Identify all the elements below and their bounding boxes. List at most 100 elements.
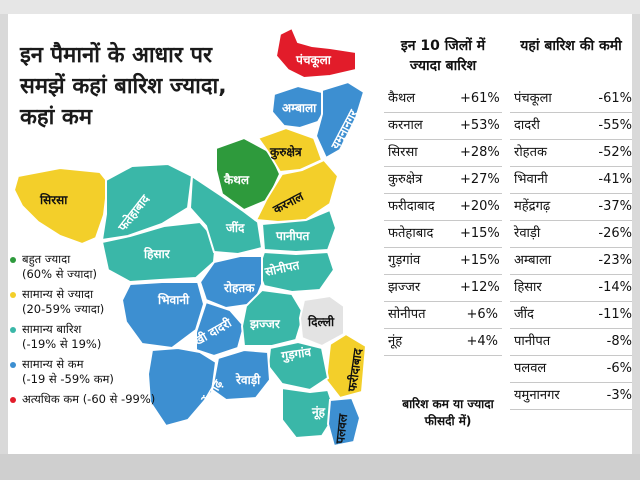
rain-value: +15%: [460, 226, 500, 241]
district-name: सोनीपत: [388, 307, 426, 322]
rain-value: -3%: [606, 388, 632, 403]
district-name: रेवाड़ी: [514, 226, 541, 241]
district-name: करनाल: [388, 118, 423, 133]
label-ambala: अम्बाला: [282, 101, 317, 115]
table-row: गुड़गांव +15%: [384, 248, 502, 275]
label-panipat: पानीपत: [275, 229, 311, 243]
table-row: रोहतक -52%: [510, 140, 632, 167]
label-hisar: हिसार: [143, 247, 171, 261]
rain-value: -52%: [598, 145, 632, 160]
rain-value: +12%: [460, 280, 500, 295]
table-row: नूंह +4%: [384, 329, 502, 356]
map-legend: बहुत ज्यादा (60% से ज्यादा) सामान्य से ज…: [10, 252, 210, 412]
legend-item: सामान्य से कम (-19 से -59% कम): [10, 357, 210, 387]
table-high-rows: कैथल +61% करनाल +53% सिरसा +28% कुरुक्षेत्र…: [384, 86, 502, 356]
district-name: पंचकूला: [514, 91, 552, 106]
rain-value: +53%: [460, 118, 500, 133]
rain-value: -26%: [598, 226, 632, 241]
rain-value: +15%: [460, 253, 500, 268]
rain-value: -37%: [598, 199, 632, 214]
legend-label: सामान्य बारिश: [22, 322, 82, 336]
table-row: महेंद्रगढ़ -37%: [510, 194, 632, 221]
table-high-heading: इन 10 जिलों में ज्यादा बारिश: [400, 38, 486, 74]
bottom-strip: [0, 454, 640, 480]
district-mahendragarh: [146, 346, 218, 428]
legend-sub: (20-59% ज्यादा): [22, 302, 105, 316]
legend-sub: (-19 से -59% कम): [22, 372, 114, 386]
district-name: फरीदाबाद: [388, 199, 435, 214]
top-strip: [0, 0, 640, 14]
district-bhiwani: [120, 281, 206, 350]
legend-sub: (60% से ज्यादा): [22, 267, 97, 281]
district-name: यमुनानगर: [514, 388, 560, 403]
label-jind: जींद: [225, 220, 245, 235]
legend-dot-samanya-se-kam: [10, 361, 16, 368]
rain-value: -23%: [598, 253, 632, 268]
label-faridabad: फरीदाबाद: [345, 347, 365, 393]
rain-value: -6%: [606, 361, 632, 376]
rain-value: -41%: [598, 172, 632, 187]
label-panchkula: पंचकूला: [295, 53, 332, 68]
legend-dot-samanya: [10, 326, 16, 333]
page-title: इन पैमानों के आधार पर समझें कहां बारिश ज…: [20, 43, 227, 130]
district-name: झज्जर: [388, 280, 421, 295]
table-low-heading: यहां बारिश की कमी: [520, 38, 622, 54]
table-row: दादरी -55%: [510, 113, 632, 140]
district-name: गुड़गांव: [388, 253, 421, 268]
table-row: झज्जर +12%: [384, 275, 502, 302]
table-row: कुरुक्षेत्र +27%: [384, 167, 502, 194]
district-yamunanagar: [314, 80, 366, 160]
district-ambala: [270, 84, 328, 130]
table-row: हिसार -14%: [510, 275, 632, 302]
rain-value: +28%: [460, 145, 500, 160]
table-low-rows: पंचकूला -61% दादरी -55% रोहतक -52% भिवानी -4…: [510, 86, 632, 410]
table-row: पंचकूला -61%: [510, 86, 632, 113]
table-row: पलवल -6%: [510, 356, 632, 383]
district-palwal: [326, 396, 362, 448]
district-fatehabad: [100, 162, 194, 242]
district-name: फतेहाबाद: [388, 226, 434, 241]
district-sirsa: [12, 166, 110, 246]
label-kurukshetra: कुरुक्षेत्र: [269, 145, 303, 160]
table-row: रेवाड़ी -26%: [510, 221, 632, 248]
label-delhi: दिल्ली: [307, 315, 335, 329]
district-delhi: [298, 294, 345, 348]
table-low-rain: यहां बारिश की कमी पंचकूला -61% दादरी -55% …: [510, 36, 632, 410]
legend-label: अत्यधिक कम (-60 से -99%): [22, 392, 156, 406]
legend-dot-atyadhik-kam: [10, 396, 16, 403]
label-rewari: रेवाड़ी: [235, 373, 261, 387]
district-name: भिवानी: [514, 172, 548, 187]
label-jhajjar: झज्जर: [249, 317, 281, 331]
rain-value: -8%: [606, 334, 632, 349]
rain-value: -55%: [598, 118, 632, 133]
table-row: अम्बाला -23%: [510, 248, 632, 275]
legend-item: सामान्य से ज्यादा (20-59% ज्यादा): [10, 287, 210, 317]
district-name: जींद: [514, 307, 534, 322]
district-nuh: [281, 386, 338, 440]
table-row: फतेहाबाद +15%: [384, 221, 502, 248]
table-row: सोनीपत +6%: [384, 302, 502, 329]
label-bhiwani: भिवानी: [157, 293, 190, 307]
rain-value: -11%: [598, 307, 632, 322]
table-row: फरीदाबाद +20%: [384, 194, 502, 221]
district-jhajjar: [240, 288, 306, 347]
table-row: सिरसा +28%: [384, 140, 502, 167]
district-name: पानीपत: [514, 334, 551, 349]
district-name: रोहतक: [514, 145, 547, 160]
rain-value: +4%: [466, 334, 498, 349]
table-row: कैथल +61%: [384, 86, 502, 113]
label-sirsa: सिरसा: [39, 193, 68, 207]
legend-label: सामान्य से ज्यादा: [22, 287, 94, 301]
legend-label: सामान्य से कम: [22, 357, 84, 371]
label-rohtak: रोहतक: [223, 281, 255, 295]
rain-value: +27%: [460, 172, 500, 187]
table-row: भिवानी -41%: [510, 167, 632, 194]
legend-dot-bahut-jyada: [10, 256, 16, 263]
rain-value: +20%: [460, 199, 500, 214]
legend-sub: (-19% से 19%): [22, 337, 102, 351]
district-panchkula: [274, 26, 357, 80]
legend-label: बहुत ज्यादा: [22, 252, 71, 266]
legend-dot-samanya-se-jyada: [10, 291, 16, 298]
district-name: दादरी: [514, 118, 540, 133]
